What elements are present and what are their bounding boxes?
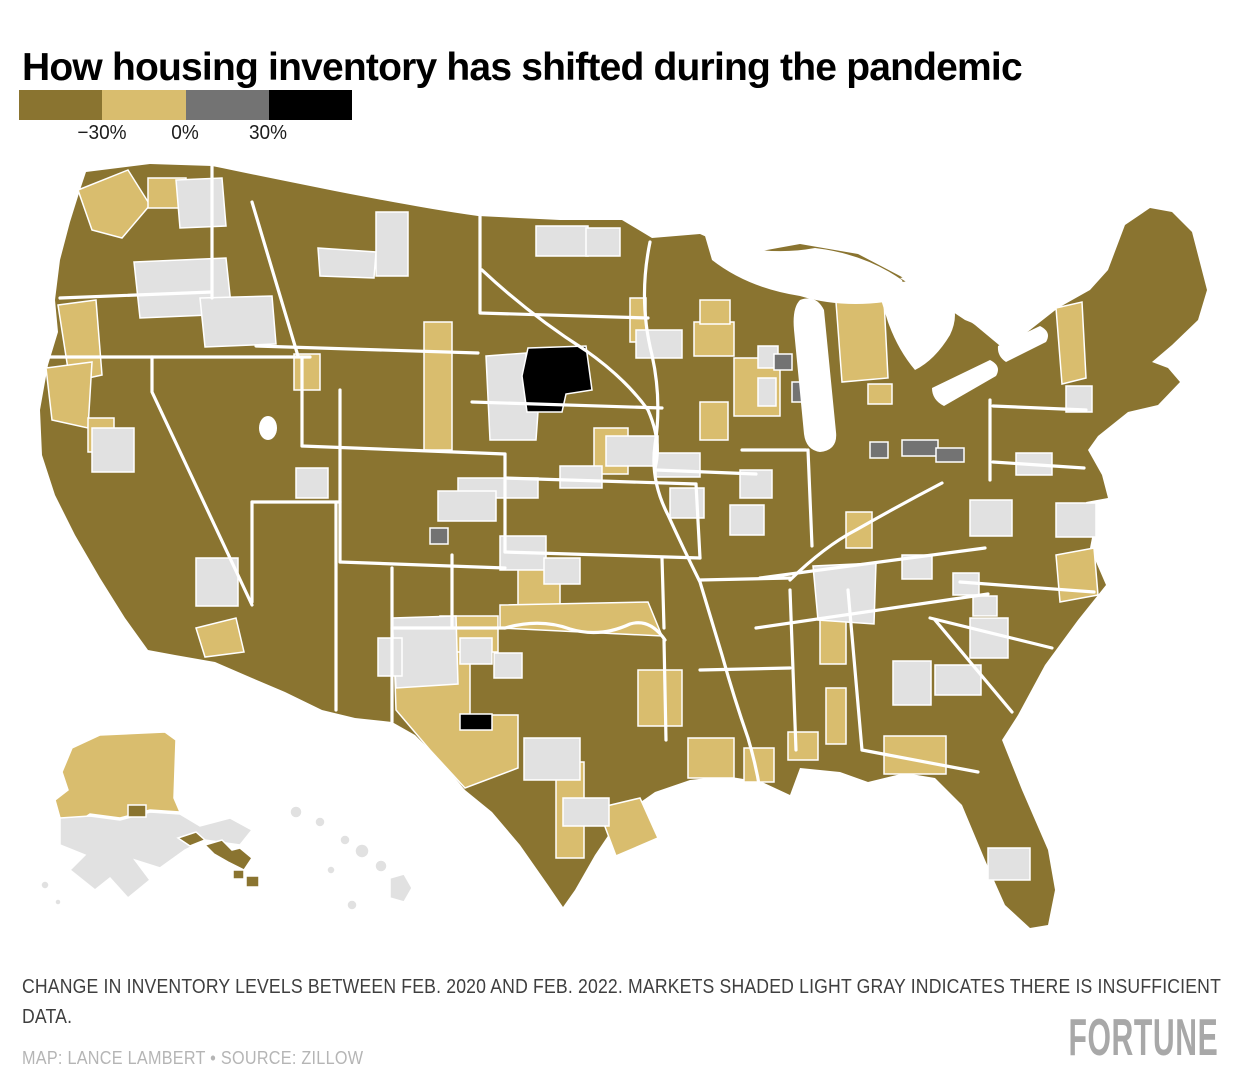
legend-swatch-black	[268, 90, 352, 120]
hawaii-inset	[289, 805, 413, 911]
great-lakes-shapes	[259, 236, 1048, 452]
legend-tick-neg30: −30%	[77, 122, 127, 144]
legend-ticks: −30% 0% 30%	[19, 120, 419, 146]
us-choropleth-map	[0, 150, 1240, 940]
legend-swatch-bar	[19, 90, 352, 120]
map-credit: MAP: LANCE LAMBERT • SOURCE: ZILLOW	[22, 1048, 364, 1068]
state-border-lines	[40, 164, 1096, 792]
page-title: How housing inventory has shifted during…	[22, 46, 1023, 90]
legend-swatch-gray	[185, 90, 269, 120]
gray-market-patches	[429, 353, 965, 545]
legend-tick-pos30: 30%	[248, 122, 288, 144]
legend-swatch-tan	[102, 90, 186, 120]
us-map-svg	[40, 164, 1207, 928]
legend-swatch-olive	[19, 90, 103, 120]
legend-tick-zero: 0%	[171, 122, 199, 144]
legend: −30% 0% 30%	[19, 90, 419, 154]
alaska-inset	[40, 731, 260, 906]
map-note: CHANGE IN INVENTORY LEVELS BETWEEN FEB. …	[22, 974, 1221, 1029]
black-market-patches	[459, 345, 593, 731]
fortune-logo: FORTUNE	[1068, 1009, 1218, 1067]
